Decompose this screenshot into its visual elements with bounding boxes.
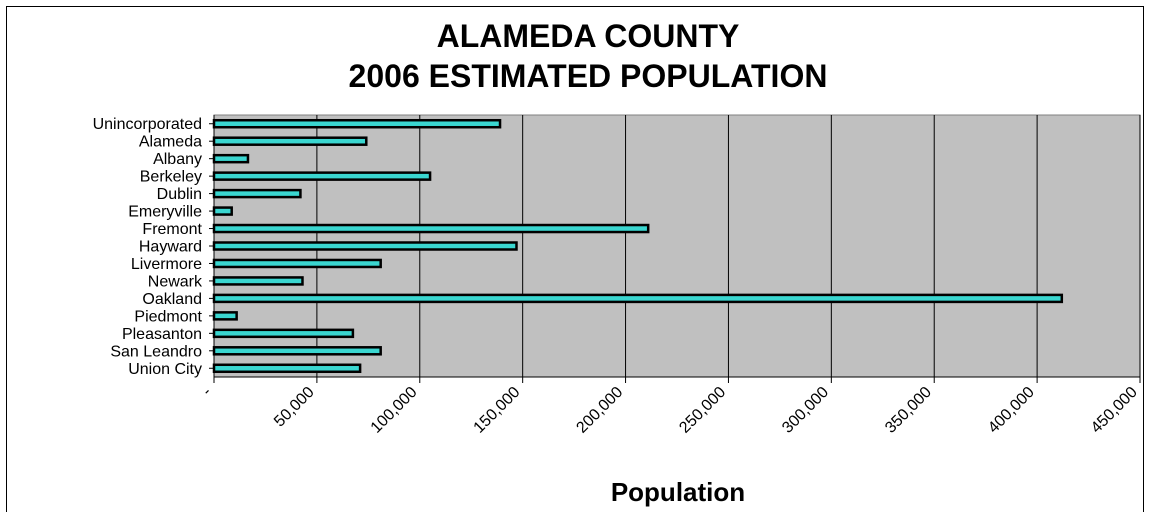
x-tick-label: 100,000 bbox=[368, 384, 421, 437]
chart-subtitle: 2006 ESTIMATED POPULATION bbox=[349, 58, 828, 94]
x-tick-label: 300,000 bbox=[779, 384, 832, 437]
category-label: Hayward bbox=[139, 239, 202, 256]
category-label: Emeryville bbox=[128, 204, 202, 221]
category-label: Berkeley bbox=[140, 169, 202, 186]
bar bbox=[212, 328, 355, 339]
category-label: Newark bbox=[148, 273, 203, 290]
gridlines bbox=[213, 115, 1141, 383]
bar bbox=[212, 363, 362, 374]
bar bbox=[212, 171, 432, 181]
category-label: Union City bbox=[128, 361, 202, 378]
category-label: Dublin bbox=[157, 186, 202, 203]
x-tick-label: 200,000 bbox=[573, 384, 626, 437]
bar bbox=[212, 118, 502, 129]
bar bbox=[212, 346, 382, 356]
x-tick-label: 150,000 bbox=[471, 384, 524, 437]
category-label: Albany bbox=[153, 151, 202, 168]
x-tick-label: 400,000 bbox=[985, 384, 1038, 437]
chart-title: ALAMEDA COUNTY bbox=[437, 18, 740, 54]
bar bbox=[212, 223, 650, 234]
chart-frame: ALAMEDA COUNTY 2006 ESTIMATED POPULATION… bbox=[6, 6, 1144, 512]
category-label: Alameda bbox=[139, 134, 202, 151]
bar bbox=[212, 153, 250, 164]
x-tick-labels: - 50,000 100,000 150,000 200,000 250,000 300,0… bbox=[199, 384, 1141, 437]
bar bbox=[212, 258, 382, 269]
bar bbox=[212, 241, 518, 251]
category-label: Pleasanton bbox=[122, 326, 202, 343]
bar bbox=[212, 206, 233, 216]
bar bbox=[212, 188, 302, 199]
bar bbox=[212, 311, 238, 321]
category-label: Oakland bbox=[142, 291, 202, 308]
category-label: Livermore bbox=[131, 256, 202, 273]
category-label: Unincorporated bbox=[93, 116, 202, 133]
category-label: San Leandro bbox=[110, 343, 202, 360]
bar bbox=[212, 293, 1064, 304]
category-labels: UnincorporatedAlamedaAlbanyBerkeleyDubli… bbox=[93, 116, 214, 378]
category-label: Piedmont bbox=[134, 308, 202, 325]
category-label: Fremont bbox=[142, 221, 202, 238]
x-tick-label: 350,000 bbox=[882, 384, 935, 437]
bar bbox=[212, 276, 304, 286]
x-tick-label: 250,000 bbox=[676, 384, 729, 437]
bar-chart: ALAMEDA COUNTY 2006 ESTIMATED POPULATION… bbox=[93, 18, 1141, 507]
x-tick-label: 450,000 bbox=[1088, 384, 1141, 437]
x-tick-label: - bbox=[199, 384, 215, 400]
x-tick-label: 50,000 bbox=[271, 384, 318, 431]
x-axis-title: Population bbox=[611, 477, 745, 507]
bar bbox=[212, 136, 368, 146]
